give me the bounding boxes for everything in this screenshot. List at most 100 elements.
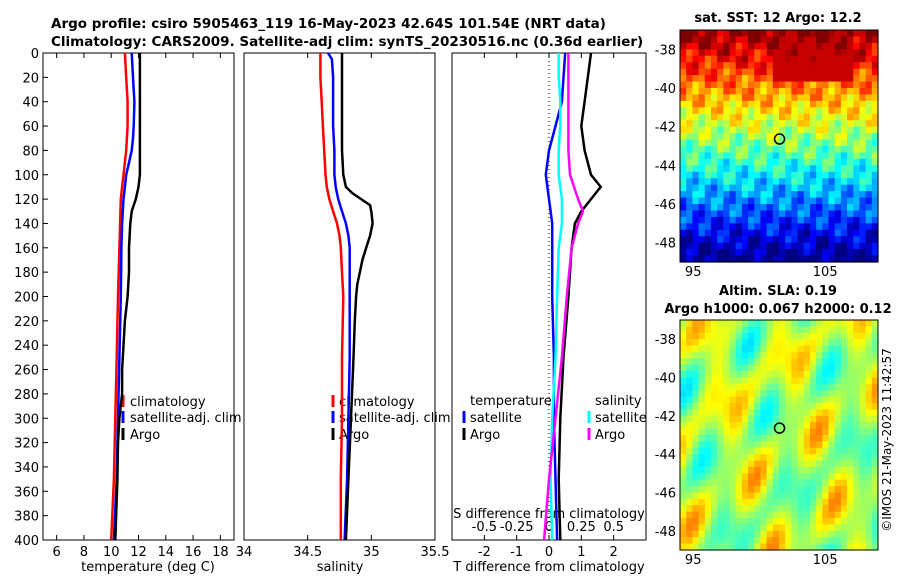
x-tick-label: 18 bbox=[212, 545, 229, 560]
map-cell bbox=[834, 486, 842, 494]
map-cell bbox=[760, 492, 768, 500]
map-cell bbox=[698, 447, 706, 455]
map-cell bbox=[834, 339, 842, 347]
map-cell bbox=[809, 229, 817, 237]
map-cell bbox=[710, 216, 718, 224]
map-cell bbox=[686, 326, 693, 334]
map-cell bbox=[772, 255, 780, 263]
map-cell bbox=[686, 518, 693, 526]
map-cell bbox=[704, 454, 712, 462]
map-cell bbox=[772, 447, 780, 455]
map-cell bbox=[680, 460, 687, 468]
map-cell bbox=[847, 396, 854, 404]
map-cell bbox=[785, 358, 792, 366]
map-cell bbox=[797, 223, 805, 231]
map-cell bbox=[698, 88, 706, 96]
map-cell bbox=[704, 36, 712, 44]
map-cell bbox=[741, 396, 749, 404]
map-cell bbox=[692, 133, 700, 141]
map-cell bbox=[809, 81, 817, 89]
map-cell bbox=[766, 320, 774, 327]
map-cell bbox=[729, 473, 737, 481]
map-cell bbox=[729, 435, 737, 442]
map-cell bbox=[692, 249, 700, 257]
map-cell bbox=[760, 55, 768, 63]
map-cell bbox=[871, 255, 879, 263]
map-cell bbox=[772, 133, 780, 141]
map-cell bbox=[686, 81, 693, 89]
map-cell bbox=[723, 351, 731, 359]
map-cell bbox=[847, 473, 854, 481]
map-cell bbox=[766, 435, 774, 442]
map-cell bbox=[822, 113, 830, 121]
map-cell bbox=[816, 435, 823, 442]
map-cell bbox=[723, 107, 731, 115]
map-cell bbox=[871, 30, 879, 38]
map-cell bbox=[717, 345, 724, 353]
map-cell bbox=[840, 126, 848, 134]
legend-label-climatology: climatology bbox=[339, 395, 415, 410]
map-cell bbox=[797, 255, 805, 263]
map-cell bbox=[853, 339, 861, 347]
map-cell bbox=[766, 390, 774, 398]
map-cell bbox=[871, 197, 879, 205]
map-cell bbox=[723, 473, 731, 481]
map-cell bbox=[791, 358, 799, 366]
map-cell bbox=[754, 530, 762, 538]
map-cell bbox=[859, 511, 867, 519]
map-cell bbox=[729, 242, 737, 250]
map-cell bbox=[766, 55, 774, 63]
map-cell bbox=[822, 42, 830, 50]
map-cell bbox=[871, 326, 879, 334]
map-cell bbox=[704, 498, 712, 506]
map-cell bbox=[760, 364, 768, 372]
map-cell bbox=[741, 358, 749, 366]
map-cell bbox=[840, 81, 848, 89]
map-cell bbox=[853, 30, 861, 38]
map-cell bbox=[809, 216, 817, 224]
map-cell bbox=[754, 435, 762, 442]
map-cell bbox=[680, 81, 687, 89]
map-cell bbox=[741, 55, 749, 63]
map-cell bbox=[760, 68, 768, 76]
map-cell bbox=[822, 415, 830, 423]
map-cell bbox=[834, 358, 842, 366]
map-cell bbox=[735, 460, 743, 468]
map-cell bbox=[723, 171, 731, 179]
map-cell bbox=[760, 473, 768, 481]
map-cell bbox=[822, 422, 830, 430]
map-cell bbox=[704, 171, 712, 179]
map-cell bbox=[692, 460, 700, 468]
map-cell bbox=[840, 178, 848, 186]
map-cell bbox=[859, 454, 867, 462]
map-cell bbox=[692, 447, 700, 455]
map-cell bbox=[853, 447, 861, 455]
map-cell bbox=[847, 204, 854, 212]
map-cell bbox=[853, 537, 861, 545]
map-cell bbox=[797, 332, 805, 340]
map-cell bbox=[834, 447, 842, 455]
map-cell bbox=[847, 152, 854, 160]
map-cell bbox=[779, 498, 786, 506]
map-cell bbox=[760, 543, 768, 551]
map-cell bbox=[772, 152, 780, 160]
map-cell bbox=[865, 88, 873, 96]
series-line-climatology bbox=[319, 53, 345, 540]
map-cell bbox=[717, 216, 724, 224]
map-cell bbox=[748, 55, 755, 63]
map-cell bbox=[741, 479, 749, 487]
map-cell bbox=[698, 428, 706, 436]
map-cell bbox=[760, 403, 768, 411]
map-cell bbox=[847, 100, 854, 108]
map-cell bbox=[865, 390, 873, 398]
map-cell bbox=[772, 530, 780, 538]
map-cell bbox=[803, 107, 811, 115]
map-cell bbox=[828, 441, 836, 449]
map-cell bbox=[809, 492, 817, 500]
map-cell bbox=[828, 242, 836, 250]
map-cell bbox=[704, 126, 712, 134]
map-cell bbox=[686, 120, 693, 128]
map-cell bbox=[779, 351, 786, 359]
map-cell bbox=[692, 210, 700, 218]
map-cell bbox=[865, 441, 873, 449]
